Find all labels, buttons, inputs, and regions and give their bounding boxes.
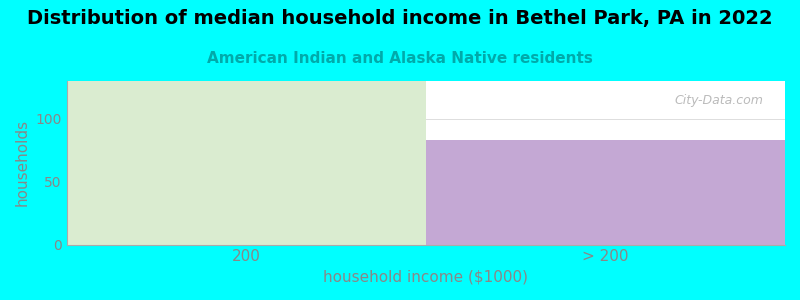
Text: City-Data.com: City-Data.com [674, 94, 763, 107]
Bar [66, 81, 426, 244]
Text: Distribution of median household income in Bethel Park, PA in 2022: Distribution of median household income … [27, 9, 773, 28]
Text: American Indian and Alaska Native residents: American Indian and Alaska Native reside… [207, 51, 593, 66]
Y-axis label: households: households [15, 119, 30, 206]
Bar [426, 140, 785, 244]
X-axis label: household income ($1000): household income ($1000) [323, 270, 528, 285]
